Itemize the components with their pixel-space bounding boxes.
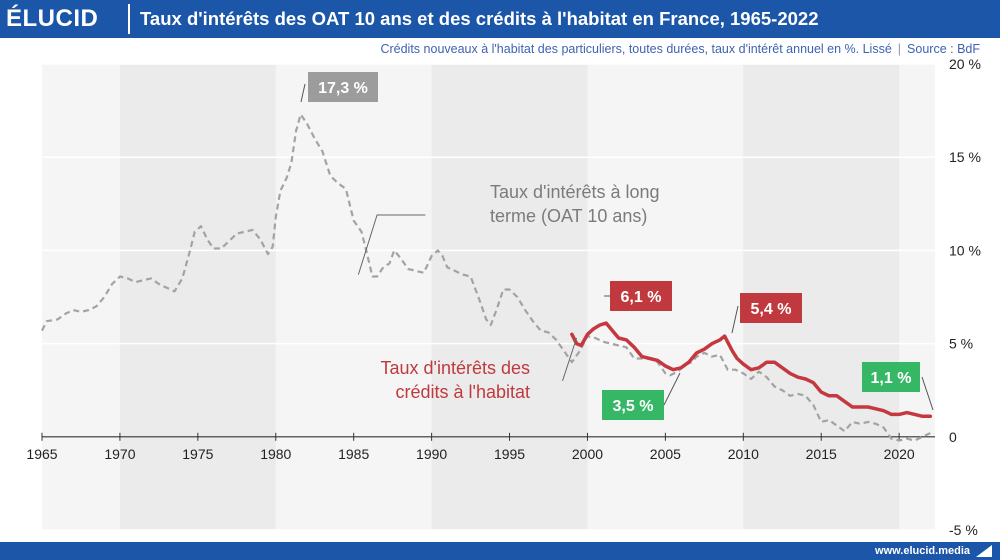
y-tick-label: 15 % (949, 149, 981, 165)
annotation-box (602, 390, 664, 420)
annotation-label: 3,5 % (613, 398, 654, 415)
x-tick-label: 1970 (104, 446, 135, 462)
annotation-label: 17,3 % (318, 80, 368, 97)
x-tick-label: 1985 (338, 446, 369, 462)
y-tick-label: 5 % (949, 336, 973, 352)
y-tick-label: -5 % (949, 522, 978, 538)
subtitle-separator: | (897, 42, 902, 56)
x-tick-label: 1995 (494, 446, 525, 462)
source-text: Source : BdF (907, 42, 980, 56)
annotation-leader (731, 305, 739, 334)
annotation-box (740, 293, 802, 323)
annotation-box (610, 281, 672, 311)
header-bar: ÉLUCID Taux d'intérêts des OAT 10 ans et… (0, 0, 1000, 38)
logo-separator (128, 4, 130, 34)
decade-band (431, 64, 588, 530)
annotation-label: 6,1 % (621, 289, 662, 306)
x-tick-label: 1980 (260, 446, 291, 462)
footer-logo-mark (976, 545, 992, 557)
x-tick-label: 2015 (806, 446, 837, 462)
x-tick-label: 2020 (884, 446, 915, 462)
oat-series-label-line2: terme (OAT 10 ans) (490, 206, 647, 226)
x-tick-label: 2005 (650, 446, 681, 462)
chart-title: Taux d'intérêts des OAT 10 ans et des cr… (140, 8, 819, 29)
oat-label-leader (357, 214, 426, 275)
y-tick-label: 20 % (949, 56, 981, 72)
credit-label-leader (562, 337, 578, 382)
x-tick-label: 2000 (572, 446, 603, 462)
subtitle-text: Crédits nouveaux à l'habitat des particu… (380, 42, 892, 56)
credit-series-label-line2: crédits à l'habitat (395, 382, 530, 402)
y-tick-label: 0 (949, 429, 957, 445)
annotation-label: 5,4 % (751, 301, 792, 318)
annotation-box (308, 72, 378, 102)
x-tick-label: 1990 (416, 446, 447, 462)
elucid-logo[interactable]: ÉLUCID (6, 5, 99, 32)
footer-bar: www.elucid.media (0, 542, 1000, 560)
annotation-label: 1,1 % (871, 370, 912, 387)
annotation-leader (663, 372, 681, 406)
annotation-leader (921, 376, 934, 411)
decade-band (119, 64, 276, 530)
x-tick-label: 1975 (182, 446, 213, 462)
x-tick-label: 2010 (728, 446, 759, 462)
annotation-box (862, 362, 920, 392)
series-line-credit (570, 321, 933, 419)
chart-subtitle: Crédits nouveaux à l'habitat des particu… (380, 40, 980, 58)
annotation-leader (300, 83, 306, 103)
oat-series-label-line1: Taux d'intérêts à long (490, 182, 660, 202)
y-tick-label: 10 % (949, 242, 981, 258)
series-line-oat (41, 113, 931, 442)
x-tick-label: 1965 (26, 446, 57, 462)
footer-site[interactable]: www.elucid.media (875, 545, 970, 557)
credit-series-label-line1: Taux d'intérêts des (380, 358, 530, 378)
